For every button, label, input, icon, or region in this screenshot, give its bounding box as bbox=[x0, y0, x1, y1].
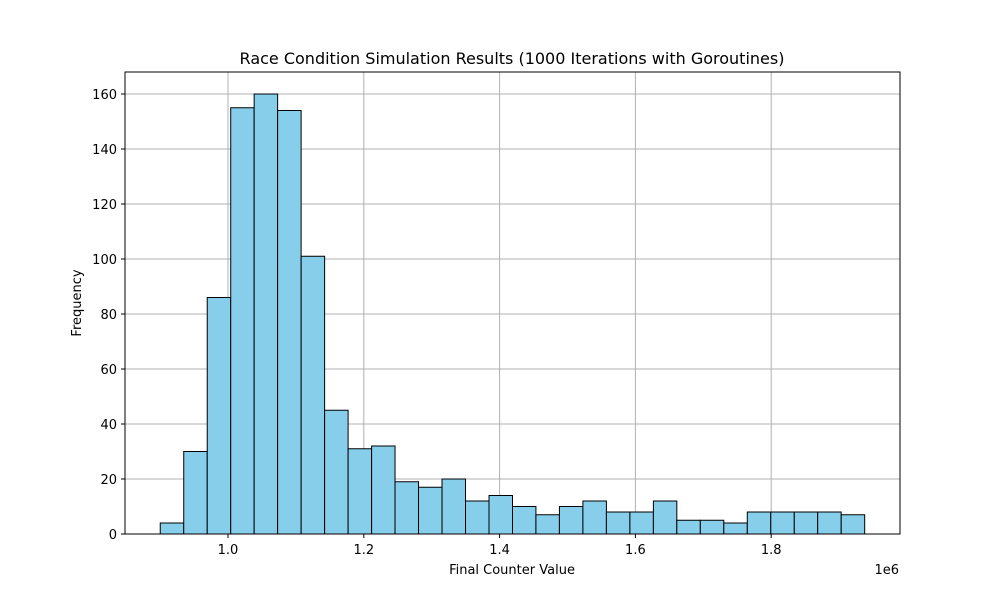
x-tick-label: 1.4 bbox=[489, 543, 510, 558]
histogram-bar bbox=[746, 511, 772, 535]
histogram-bars bbox=[159, 93, 866, 535]
histogram-bar bbox=[723, 522, 748, 535]
histogram-bar bbox=[253, 93, 279, 535]
histogram-bar bbox=[371, 445, 396, 535]
y-tick-label: 100 bbox=[92, 253, 117, 268]
histogram-bar bbox=[840, 514, 866, 535]
histogram-bar bbox=[582, 500, 607, 535]
y-tick-label: 0 bbox=[109, 528, 117, 543]
x-axis-ticks: 1.0 1.2 1.4 1.6 1.8 bbox=[218, 534, 782, 558]
histogram-bar bbox=[488, 495, 514, 535]
histogram-bar bbox=[629, 511, 654, 535]
y-tick-label: 140 bbox=[92, 143, 117, 158]
histogram-bar bbox=[512, 506, 537, 535]
y-tick-label: 160 bbox=[92, 88, 117, 103]
x-axis-offset-label: 1e6 bbox=[874, 563, 899, 578]
histogram-bar bbox=[300, 255, 326, 535]
chart-title: Race Condition Simulation Results (1000 … bbox=[240, 49, 785, 68]
histogram-bar bbox=[652, 500, 678, 535]
histogram-bar bbox=[535, 514, 560, 535]
histogram-bar bbox=[676, 519, 701, 535]
plot-frame bbox=[124, 71, 901, 535]
x-tick-label: 1.8 bbox=[761, 543, 782, 558]
histogram-bar bbox=[817, 511, 842, 535]
histogram-bar bbox=[347, 448, 373, 535]
histogram-bar bbox=[793, 511, 819, 535]
histogram-bar bbox=[418, 486, 443, 535]
histogram-bar bbox=[159, 522, 185, 535]
histogram-bar bbox=[441, 478, 467, 535]
histogram-bar bbox=[183, 451, 208, 535]
histogram-bar bbox=[465, 500, 490, 535]
y-axis-ticks: 0 20 40 60 80 100 120 140 160 bbox=[92, 88, 125, 543]
x-tick-label: 1.0 bbox=[218, 543, 239, 558]
y-tick-label: 20 bbox=[100, 473, 117, 488]
y-tick-label: 80 bbox=[100, 308, 117, 323]
histogram-bar bbox=[277, 110, 302, 535]
y-axis-label: Frequency bbox=[70, 269, 85, 336]
histogram-bar bbox=[699, 519, 725, 535]
histogram-bar bbox=[394, 481, 420, 535]
y-tick-label: 120 bbox=[92, 198, 117, 213]
histogram-bar bbox=[605, 511, 631, 535]
x-tick-label: 1.2 bbox=[353, 543, 374, 558]
x-tick-label: 1.6 bbox=[625, 543, 646, 558]
x-axis-label: Final Counter Value bbox=[449, 563, 575, 578]
histogram-bar bbox=[206, 297, 232, 535]
y-tick-label: 60 bbox=[100, 363, 117, 378]
histogram-bar bbox=[230, 107, 255, 535]
histogram-bar bbox=[770, 511, 795, 535]
histogram-bar bbox=[324, 409, 349, 535]
y-tick-label: 40 bbox=[100, 418, 117, 433]
histogram-bar bbox=[558, 506, 584, 535]
